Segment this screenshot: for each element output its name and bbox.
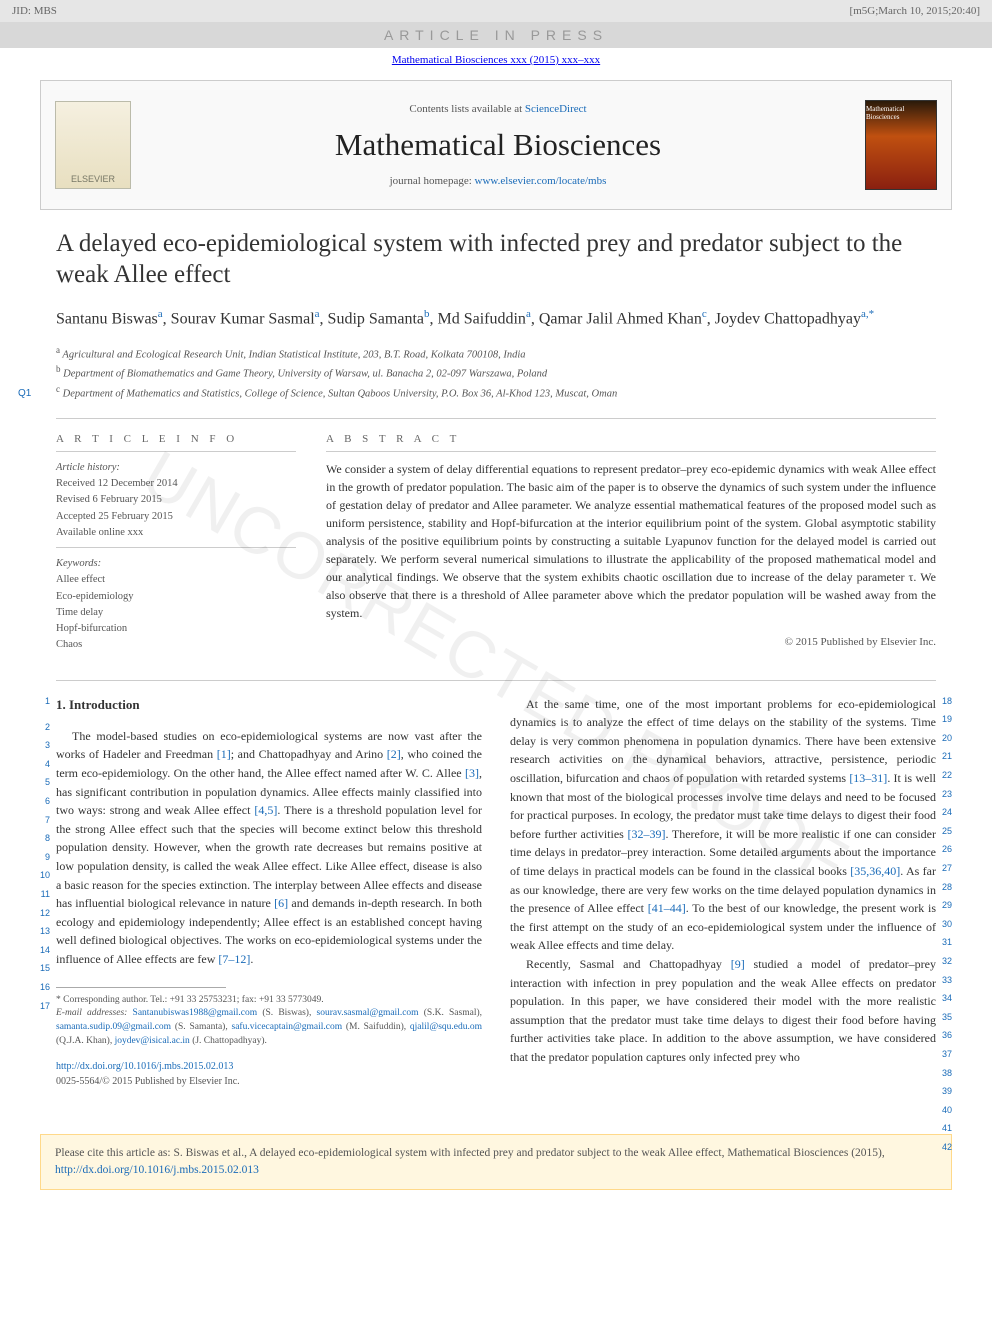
keyword-line: Eco-epidemiology <box>56 589 296 605</box>
info-divider <box>56 451 296 452</box>
authors-line: Santanu Biswasa, Sourav Kumar Sasmala, S… <box>56 307 936 331</box>
keyword-line: Time delay <box>56 605 296 621</box>
keyword-line: Hopf-bifurcation <box>56 621 296 637</box>
affiliations-block: a Agricultural and Ecological Research U… <box>56 344 936 402</box>
intro-paragraph-2: At the same time, one of the most import… <box>510 695 936 955</box>
right-column: 1819202122232425262728293031323334353637… <box>510 695 936 1090</box>
journal-header-box: ELSEVIER Contents lists available at Sci… <box>40 80 952 210</box>
history-line: Received 12 December 2014 <box>56 476 296 492</box>
keyword-line: Allee effect <box>56 572 296 588</box>
header-center: Contents lists available at ScienceDirec… <box>131 103 865 187</box>
divider <box>56 418 936 419</box>
content-area: UNCORRECTED PROOF A delayed eco-epidemio… <box>0 228 992 1110</box>
history-line: Available online xxx <box>56 525 296 541</box>
body-two-column: 1234567891011121314151617 1. Introductio… <box>56 695 936 1090</box>
citation-box: Please cite this article as: S. Biswas e… <box>40 1134 952 1191</box>
affiliation-line: b Department of Biomathematics and Game … <box>56 363 936 382</box>
intro-paragraph-3: Recently, Sasmal and Chattopadhyay [9] s… <box>510 955 936 1067</box>
affiliation-line: c Department of Mathematics and Statisti… <box>56 383 936 402</box>
contents-line: Contents lists available at ScienceDirec… <box>131 103 865 115</box>
affiliation-line: a Agricultural and Ecological Research U… <box>56 344 936 363</box>
journal-homepage-link[interactable]: www.elsevier.com/locate/mbs <box>475 175 607 187</box>
doi-link[interactable]: http://dx.doi.org/10.1016/j.mbs.2015.02.… <box>56 1061 233 1072</box>
issn-line: 0025-5564/© 2015 Published by Elsevier I… <box>56 1076 240 1087</box>
jid-label: JID: MBS <box>12 5 57 17</box>
keyword-line: Chaos <box>56 637 296 653</box>
sciencedirect-link[interactable]: ScienceDirect <box>525 103 587 115</box>
divider <box>56 680 936 681</box>
article-title: A delayed eco-epidemiological system wit… <box>56 228 936 291</box>
left-column: 1234567891011121314151617 1. Introductio… <box>56 695 482 1090</box>
elsevier-logo: ELSEVIER <box>55 101 131 189</box>
article-info-column: A R T I C L E I N F O Article history: R… <box>56 433 296 654</box>
history-line: Revised 6 February 2015 <box>56 492 296 508</box>
meta-label: [m5G;March 10, 2015;20:40] <box>850 5 980 17</box>
footnote-divider <box>56 987 226 988</box>
section-heading-intro: 1. Introduction <box>56 695 482 715</box>
abstract-text: We consider a system of delay differenti… <box>326 460 936 622</box>
copyright-line: © 2015 Published by Elsevier Inc. <box>326 636 936 648</box>
intro-paragraph-1: The model-based studies on eco-epidemiol… <box>56 727 482 969</box>
citation-doi-link[interactable]: http://dx.doi.org/10.1016/j.mbs.2015.02.… <box>55 1164 259 1176</box>
top-bar: JID: MBS [m5G;March 10, 2015;20:40] <box>0 0 992 22</box>
abstract-column: A B S T R A C T We consider a system of … <box>326 433 936 654</box>
email-addresses-line: E-mail addresses: Santanubiswas1988@gmai… <box>56 1007 482 1048</box>
keywords-block: Keywords: Allee effectEco-epidemiologyTi… <box>56 556 296 654</box>
info-abstract-row: A R T I C L E I N F O Article history: R… <box>56 433 936 654</box>
history-label: Article history: <box>56 460 296 476</box>
citation-text: Please cite this article as: S. Biswas e… <box>55 1147 885 1159</box>
homepage-line: journal homepage: www.elsevier.com/locat… <box>131 175 865 187</box>
footnotes-block: * Corresponding author. Tel.: +91 33 257… <box>56 994 482 1049</box>
keywords-label: Keywords: <box>56 556 296 572</box>
journal-title: Mathematical Biosciences <box>131 127 865 163</box>
journal-citation-link[interactable]: Mathematical Biosciences xxx (2015) xxx–… <box>0 48 992 72</box>
article-in-press-banner: ARTICLE IN PRESS <box>0 22 992 48</box>
corresponding-author-note: * Corresponding author. Tel.: +91 33 257… <box>56 994 482 1008</box>
journal-cover-thumbnail: Mathematical Biosciences <box>865 100 937 190</box>
info-divider <box>56 547 296 548</box>
abstract-heading: A B S T R A C T <box>326 433 936 445</box>
history-line: Accepted 25 February 2015 <box>56 509 296 525</box>
article-info-heading: A R T I C L E I N F O <box>56 433 296 445</box>
doi-block: http://dx.doi.org/10.1016/j.mbs.2015.02.… <box>56 1059 482 1090</box>
info-divider <box>326 451 936 452</box>
article-history-block: Article history: Received 12 December 20… <box>56 460 296 541</box>
query-tag-q1: Q1 <box>18 388 31 399</box>
